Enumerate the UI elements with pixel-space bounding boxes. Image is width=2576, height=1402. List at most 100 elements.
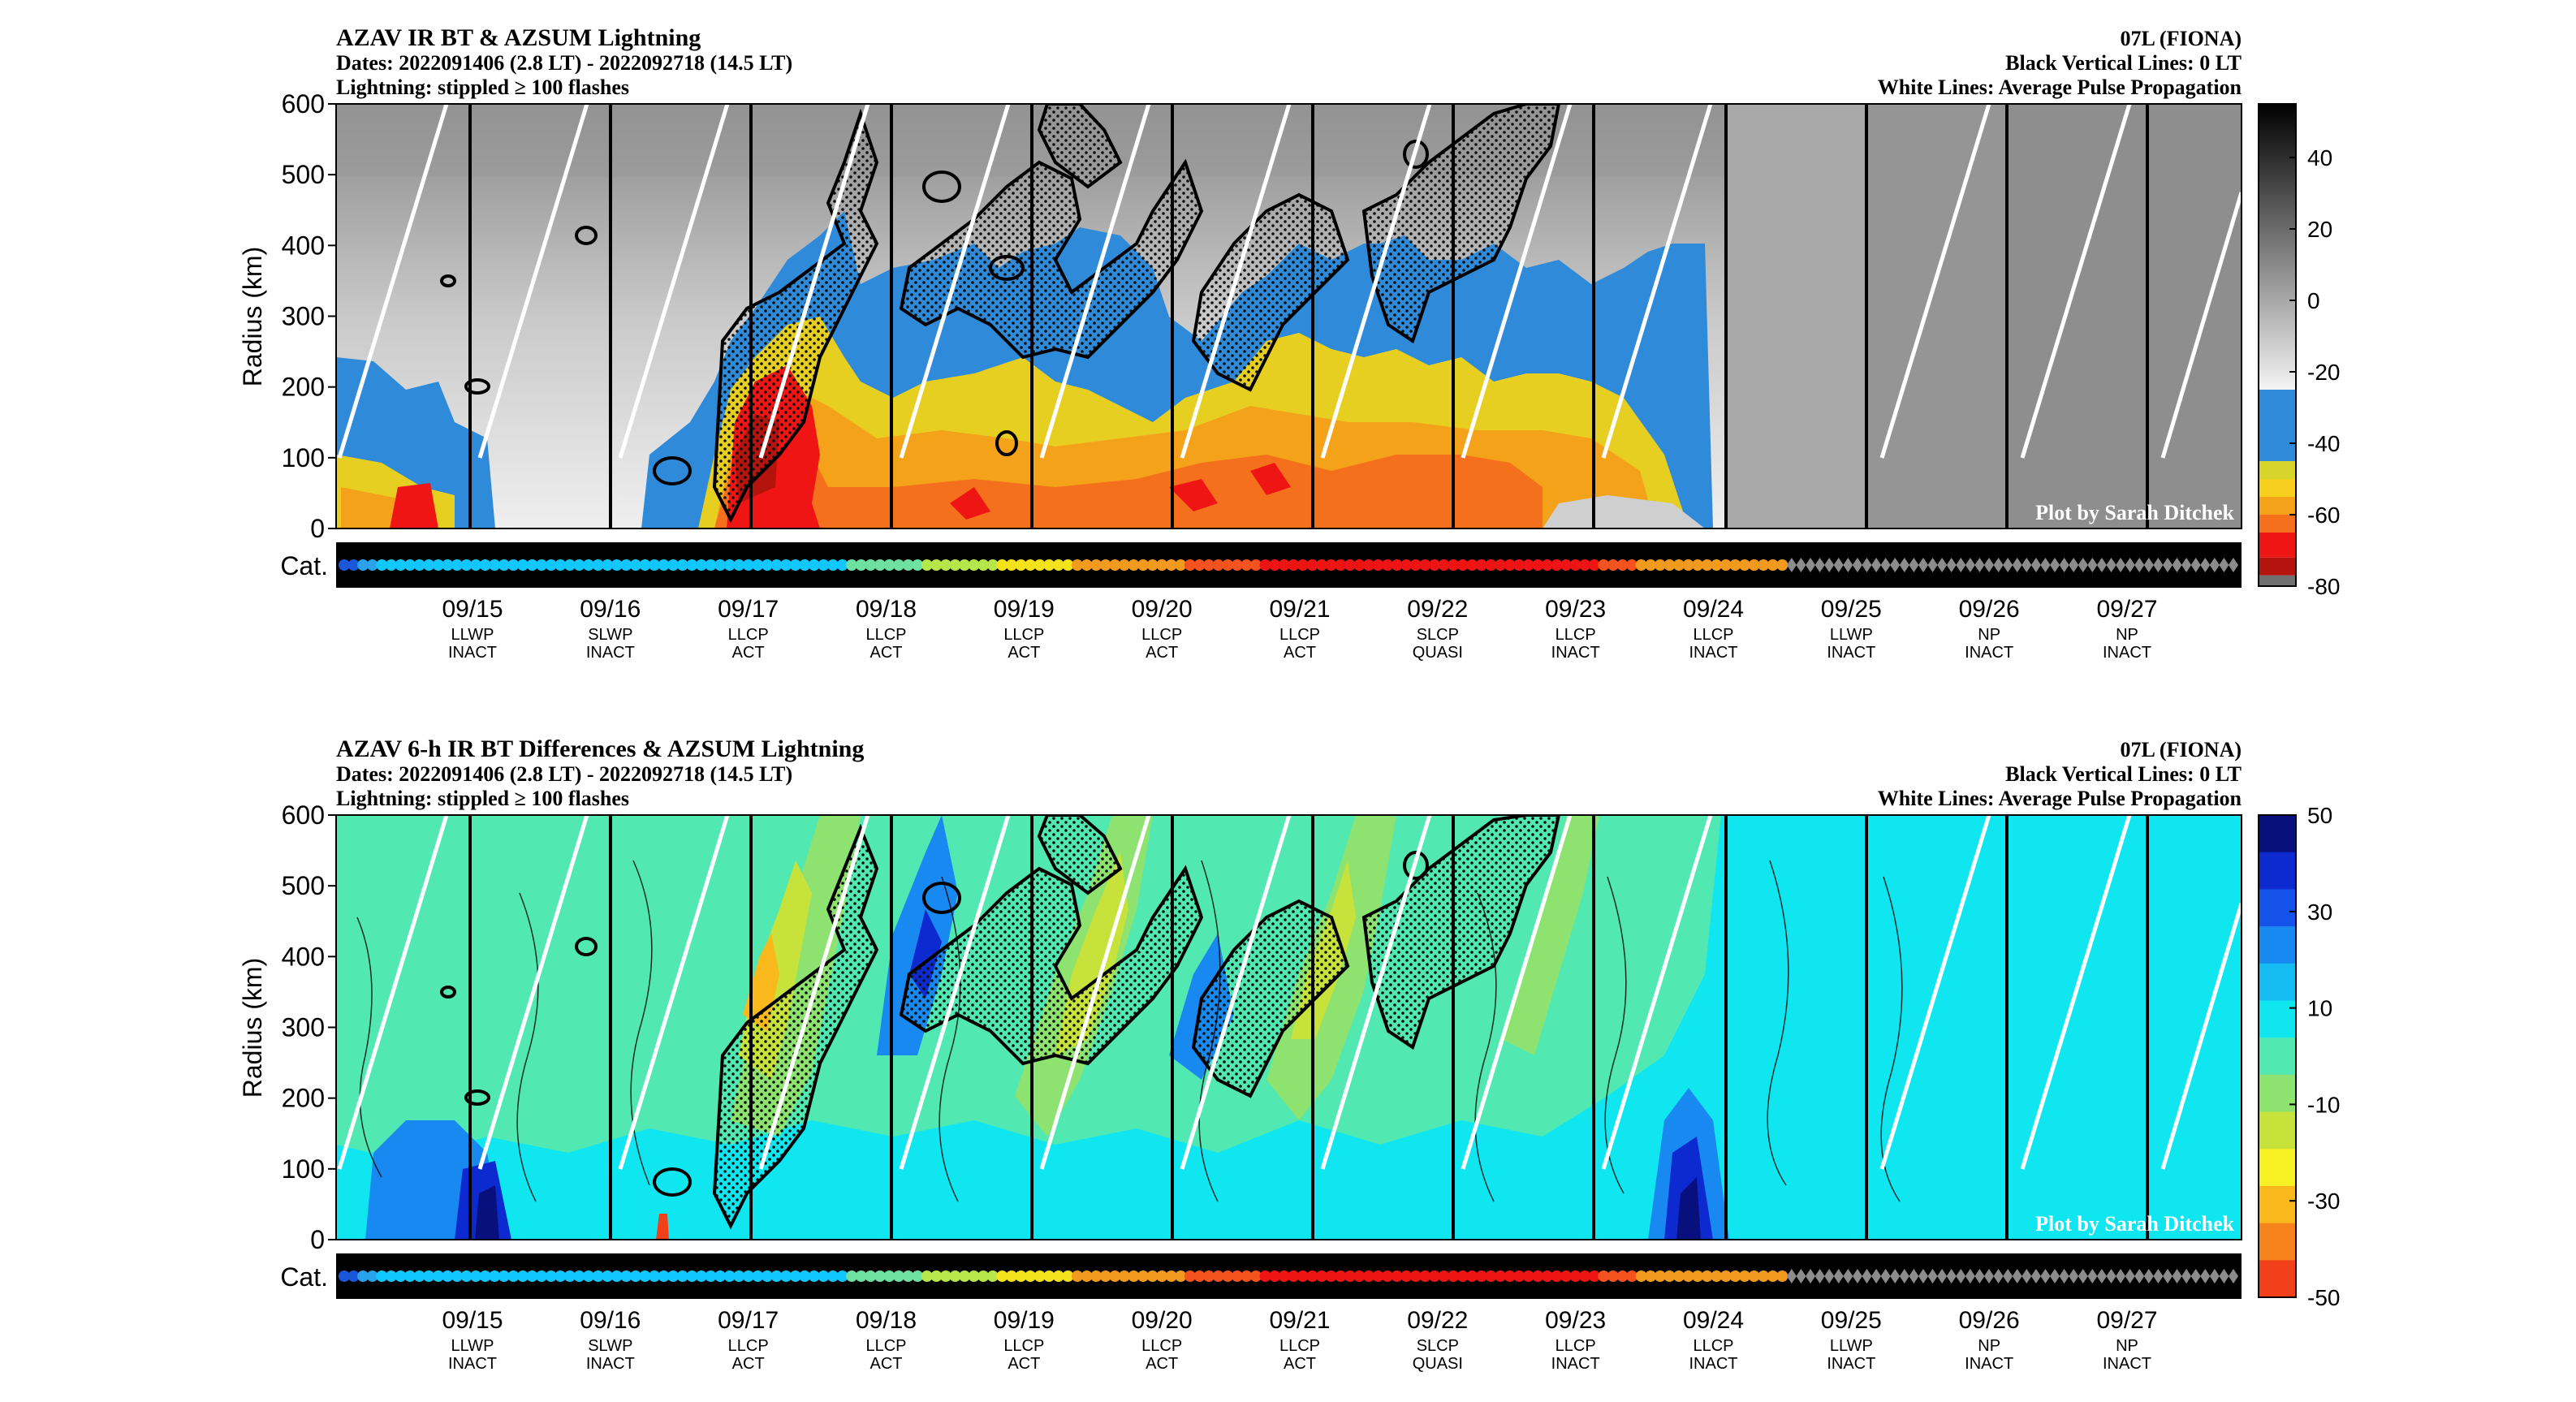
category-dot xyxy=(1109,559,1121,571)
y-tick-label: 600 xyxy=(282,800,325,830)
category-dot xyxy=(808,559,820,571)
category-diamond xyxy=(1993,558,2004,572)
category-dot xyxy=(1335,559,1347,571)
category-dot xyxy=(1551,559,1563,571)
x-tick-date: 09/25 xyxy=(1821,1307,1882,1334)
category-dot xyxy=(1344,559,1356,571)
category-dot xyxy=(649,1270,661,1282)
category-dot xyxy=(460,1270,472,1282)
category-diamond xyxy=(2143,558,2154,572)
panel-top-y-axis: 0 100 200 300 400 500 600 xyxy=(282,89,336,543)
category-dot xyxy=(1654,1270,1666,1282)
category-diamond xyxy=(2012,1269,2022,1283)
category-dot xyxy=(423,1270,435,1282)
x-tick-line2: QUASI xyxy=(1413,644,1463,662)
category-diamond xyxy=(1918,1269,1928,1283)
category-dot xyxy=(1278,1270,1290,1282)
category-diamond xyxy=(2030,1269,2041,1283)
x-tick-date: 09/24 xyxy=(1683,596,1744,623)
category-dot xyxy=(1541,1270,1553,1282)
category-dot xyxy=(1701,1270,1713,1282)
category-dot xyxy=(1316,559,1328,571)
category-diamond xyxy=(2209,558,2220,572)
x-tick-date: 09/15 xyxy=(442,1307,503,1334)
category-dot xyxy=(921,559,933,571)
category-dot xyxy=(1090,559,1102,571)
panel-bottom-category-label: Cat. xyxy=(280,1262,328,1292)
category-dot xyxy=(1419,1270,1431,1282)
category-dot xyxy=(1438,559,1450,571)
category-dot xyxy=(723,1270,736,1282)
panel-bottom-y-axis: 0 100 200 300 400 500 600 xyxy=(282,800,336,1254)
category-dot xyxy=(855,559,867,571)
category-dot xyxy=(1062,1270,1074,1282)
category-dot xyxy=(1175,559,1187,571)
category-dot xyxy=(423,559,435,571)
panel-top-pulse-lines xyxy=(337,104,2242,459)
category-dot xyxy=(1645,559,1657,571)
category-dot xyxy=(1607,559,1619,571)
category-diamond xyxy=(1871,558,1882,572)
category-dot xyxy=(1776,559,1789,571)
x-tick-date: 09/19 xyxy=(994,1307,1055,1334)
category-dot xyxy=(507,559,520,571)
colorbar-segment xyxy=(2259,1223,2296,1261)
category-dot xyxy=(799,559,811,571)
category-diamond xyxy=(2050,558,2060,572)
colorbar-tick-label: 40 xyxy=(2307,145,2332,170)
category-dot xyxy=(667,1270,680,1282)
category-diamond xyxy=(1937,1269,1948,1283)
category-dot xyxy=(1203,559,1215,571)
category-diamond xyxy=(1806,558,1816,572)
category-dot xyxy=(1249,559,1262,571)
x-tick-line2: ACT xyxy=(732,1355,765,1373)
category-dot xyxy=(1438,1270,1450,1282)
category-dot xyxy=(695,1270,707,1282)
y-tick-label: 300 xyxy=(282,1013,325,1042)
colorbar-segment xyxy=(2259,852,2296,890)
category-dot xyxy=(986,559,999,571)
category-dot xyxy=(1249,1270,1262,1282)
category-dot xyxy=(1485,559,1497,571)
y-tick-label: 200 xyxy=(282,373,325,402)
category-diamond xyxy=(2190,558,2201,572)
category-diamond xyxy=(1843,558,1853,572)
x-tick-date: 09/22 xyxy=(1407,1307,1468,1334)
y-tick-label: 500 xyxy=(282,160,325,189)
x-tick-line2: INACT xyxy=(1689,644,1738,662)
x-tick-line2: ACT xyxy=(870,644,903,662)
category-dot xyxy=(761,559,773,571)
colorbar-segment xyxy=(2259,815,2296,853)
colorbar-segment xyxy=(2259,390,2296,461)
category-dot xyxy=(714,1270,727,1282)
category-dot xyxy=(667,559,680,571)
category-dot xyxy=(1682,1270,1694,1282)
category-dot xyxy=(536,1270,548,1282)
category-dot xyxy=(413,1270,425,1282)
category-dot xyxy=(1428,1270,1440,1282)
category-dot xyxy=(1118,1270,1130,1282)
category-dot xyxy=(742,1270,754,1282)
panel-top-storm-name: 07L (FIONA) xyxy=(2121,27,2242,50)
category-dot xyxy=(874,1270,886,1282)
colorbar-segment xyxy=(2259,1037,2296,1076)
category-dot xyxy=(1212,559,1224,571)
category-dot xyxy=(686,559,698,571)
category-dot xyxy=(780,559,792,571)
category-dot xyxy=(1560,1270,1573,1282)
category-dot xyxy=(977,559,990,571)
category-dot xyxy=(865,559,877,571)
category-dot xyxy=(1222,1270,1234,1282)
x-tick-line2: INACT xyxy=(1965,1355,2013,1373)
panel-top-dates: Dates: 2022091406 (2.8 LT) - 2022092718 … xyxy=(336,51,792,75)
category-dot xyxy=(620,1270,632,1282)
panel-top-lightning-stipple xyxy=(712,104,1561,524)
category-dot xyxy=(1391,559,1403,571)
panel-top-ylabel: Radius (km) xyxy=(238,247,267,386)
category-dot xyxy=(1203,1270,1215,1282)
category-dot xyxy=(1607,1270,1619,1282)
category-diamond xyxy=(2200,1269,2211,1283)
colorbar-segment xyxy=(2259,479,2296,497)
category-dot xyxy=(676,559,688,571)
category-diamond xyxy=(1956,1269,1966,1283)
